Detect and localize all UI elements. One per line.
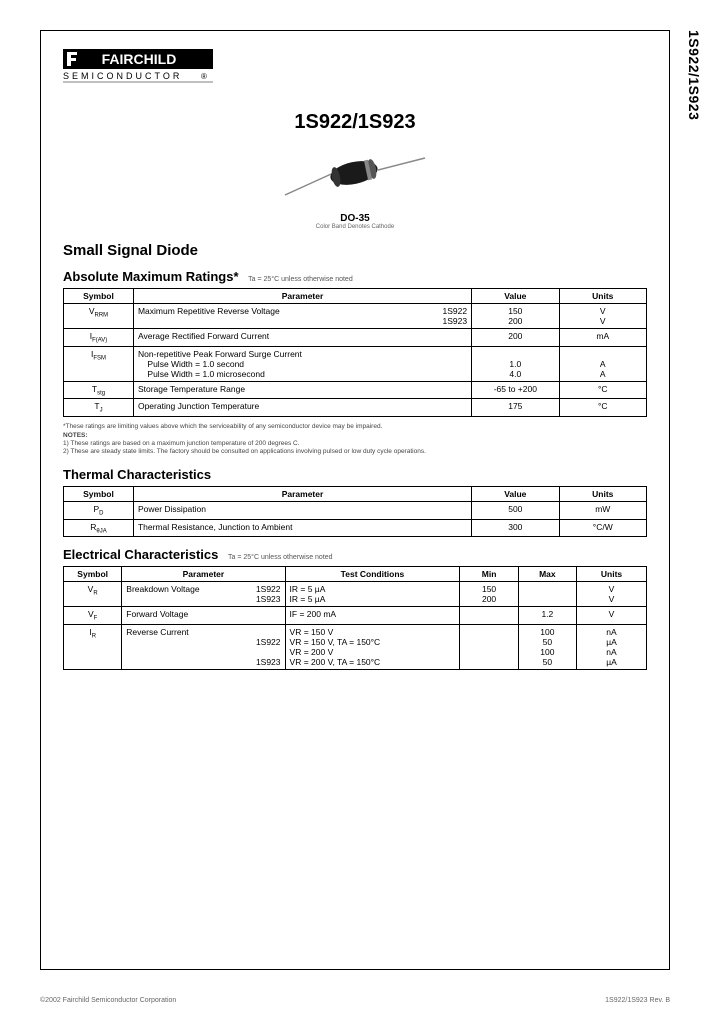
col-parameter: Parameter xyxy=(122,567,285,582)
col-units: Units xyxy=(559,289,646,304)
abs-max-heading: Absolute Maximum Ratings* Ta = 25°C unle… xyxy=(63,269,647,284)
abs-max-cond: Ta = 25°C unless otherwise noted xyxy=(248,276,353,283)
package-note: Color Band Denotes Cathode xyxy=(63,224,647,230)
elec-title: Electrical Characteristics xyxy=(63,547,218,562)
package-drawing xyxy=(63,150,647,207)
abs-max-title: Absolute Maximum Ratings* xyxy=(63,269,239,284)
thermal-table: Symbol Parameter Value Units PD Power Di… xyxy=(63,486,647,537)
col-units: Units xyxy=(577,567,647,582)
table-row: RθJA Thermal Resistance, Junction to Amb… xyxy=(64,519,647,537)
side-part-number: 1S922/1S923 xyxy=(686,30,702,120)
footer-copyright: ©2002 Fairchild Semiconductor Corporatio… xyxy=(40,997,176,1004)
elec-cond: Ta = 25°C unless otherwise noted xyxy=(228,554,333,561)
fairchild-logo: FAIRCHILD SEMICONDUCTOR ® xyxy=(63,49,647,87)
col-parameter: Parameter xyxy=(133,289,471,304)
table-row: IF(AV) Average Rectified Forward Current… xyxy=(64,329,647,347)
svg-text:SEMICONDUCTOR: SEMICONDUCTOR xyxy=(63,71,182,81)
col-min: Min xyxy=(460,567,518,582)
table-row: VR Breakdown Voltage1S9221S923 IR = 5 µA… xyxy=(64,582,647,607)
thermal-heading: Thermal Characteristics xyxy=(63,467,647,482)
table-row: PD Power Dissipation 500 mW xyxy=(64,501,647,519)
table-row: TJ Operating Junction Temperature 175 °C xyxy=(64,399,647,417)
col-value: Value xyxy=(472,289,559,304)
elec-heading: Electrical Characteristics Ta = 25°C unl… xyxy=(63,547,647,562)
content-frame: FAIRCHILD SEMICONDUCTOR ® 1S922/1S923 DO… xyxy=(40,30,670,970)
datasheet-page: 1S922/1S923 FAIRCHILD SEMICONDUCTOR ® 1S… xyxy=(0,0,720,1012)
abs-max-notes: *These ratings are limiting values above… xyxy=(63,423,647,457)
footer-rev: 1S922/1S923 Rev. B xyxy=(605,997,670,1004)
col-symbol: Symbol xyxy=(64,486,134,501)
svg-text:®: ® xyxy=(201,72,207,81)
page-footer: ©2002 Fairchild Semiconductor Corporatio… xyxy=(40,997,670,1004)
table-row: VRRM Maximum Repetitive Reverse Voltage1… xyxy=(64,304,647,329)
col-symbol: Symbol xyxy=(64,567,122,582)
col-parameter: Parameter xyxy=(133,486,471,501)
col-max: Max xyxy=(518,567,576,582)
col-test-cond: Test Conditions xyxy=(285,567,460,582)
part-title: 1S922/1S923 xyxy=(63,111,647,134)
elec-table: Symbol Parameter Test Conditions Min Max… xyxy=(63,566,647,670)
col-units: Units xyxy=(559,486,646,501)
abs-max-table: Symbol Parameter Value Units VRRM Maximu… xyxy=(63,288,647,417)
table-row: IR Reverse Current1S9221S923 VR = 150 VV… xyxy=(64,624,647,669)
svg-text:FAIRCHILD: FAIRCHILD xyxy=(102,51,177,67)
table-row: Tstg Storage Temperature Range -65 to +2… xyxy=(64,381,647,399)
table-row: VF Forward Voltage IF = 200 mA 1.2 V xyxy=(64,607,647,625)
col-value: Value xyxy=(472,486,559,501)
table-row: IFSM Non-repetitive Peak Forward Surge C… xyxy=(64,346,647,381)
product-heading: Small Signal Diode xyxy=(63,242,647,259)
col-symbol: Symbol xyxy=(64,289,134,304)
package-name: DO-35 xyxy=(63,213,647,224)
